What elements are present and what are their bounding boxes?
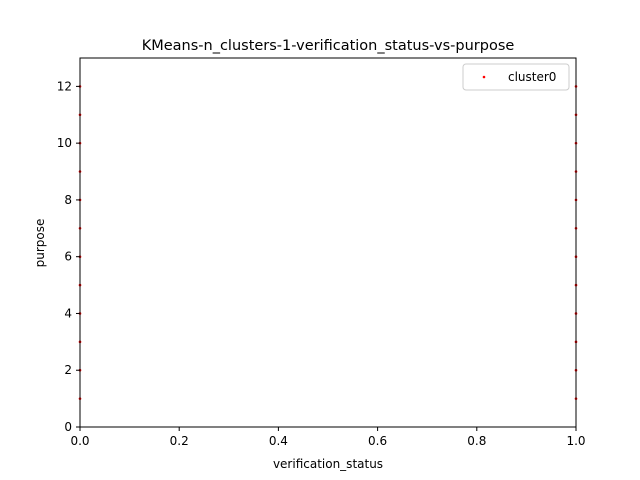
legend-label-cluster0: cluster0 (508, 70, 556, 84)
x-tick-label: 0.8 (467, 434, 486, 448)
y-tick-label: 6 (64, 250, 72, 264)
y-tick-label: 10 (57, 136, 72, 150)
x-tick-label: 0.0 (70, 434, 89, 448)
y-tick-label: 12 (57, 79, 72, 93)
x-tick-label: 0.4 (269, 434, 288, 448)
points-layer (78, 85, 578, 400)
y-tick-label: 2 (64, 363, 72, 377)
y-tick-label: 4 (64, 306, 72, 320)
y-axis-label: purpose (33, 219, 47, 268)
x-tick-label: 0.2 (170, 434, 189, 448)
y-axis-ticks: 0 2 4 6 8 10 12 (57, 79, 80, 434)
y-tick-label: 0 (64, 420, 72, 434)
legend-box (462, 63, 570, 91)
axes-frame (79, 57, 577, 428)
x-axis-label: verification_status (273, 457, 383, 471)
x-axis-ticks: 0.0 0.2 0.4 0.6 0.8 1.0 (70, 427, 586, 448)
x-tick-label: 0.6 (368, 434, 387, 448)
x-tick-label: 1.0 (566, 434, 585, 448)
legend-marker-cluster0 (482, 75, 486, 79)
y-tick-label: 8 (64, 193, 72, 207)
chart-title: KMeans-n_clusters-1-verification_status-… (142, 38, 515, 54)
legend: cluster0 (462, 63, 570, 91)
